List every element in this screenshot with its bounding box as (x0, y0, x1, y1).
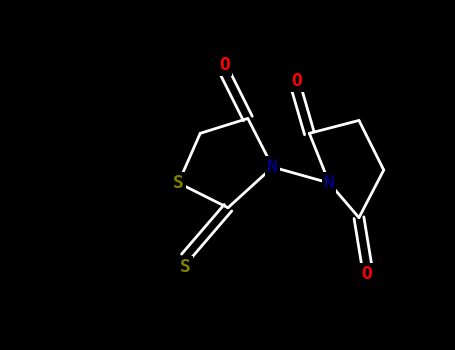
Text: N: N (267, 158, 278, 176)
Text: N: N (324, 174, 334, 192)
Text: O: O (291, 72, 302, 90)
Text: S: S (173, 174, 184, 192)
Text: S: S (180, 258, 191, 276)
Text: O: O (361, 265, 372, 283)
Text: O: O (220, 56, 230, 74)
